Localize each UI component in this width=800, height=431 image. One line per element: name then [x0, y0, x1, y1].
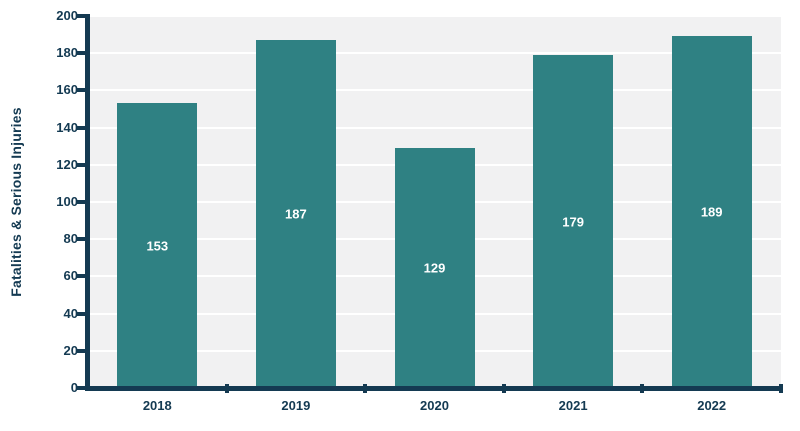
y-tick-mark: [77, 311, 90, 316]
x-tick-label: 2022: [697, 398, 727, 413]
y-tick-label: 160: [56, 82, 78, 98]
x-tick-label: 2021: [558, 398, 588, 413]
y-tick-mark: [77, 274, 90, 279]
y-tick-label: 120: [56, 156, 78, 172]
y-tick-label: 60: [63, 268, 78, 284]
bar-value-label: 187: [285, 206, 307, 222]
bar-value-label: 129: [423, 260, 446, 276]
gridline: [88, 15, 781, 17]
y-axis-title: Fatalities & Serious Injuries: [8, 107, 24, 297]
y-tick-mark: [77, 51, 90, 56]
x-tick-label: 2019: [281, 398, 311, 413]
y-tick-mark: [77, 125, 90, 130]
x-tick-mark: [779, 384, 783, 393]
y-tick-mark: [77, 200, 90, 204]
x-tick-mark: [224, 384, 229, 393]
x-tick-mark: [363, 384, 368, 393]
x-tick-label: 2020: [420, 398, 449, 413]
x-axis-line: [85, 386, 781, 391]
bar-value-label: 179: [562, 214, 584, 230]
gridline: [88, 52, 781, 55]
bar: 129: [394, 148, 475, 388]
gridline: [88, 89, 781, 92]
y-tick-mark: [77, 162, 90, 167]
bar-value-label: 153: [146, 238, 169, 254]
y-tick-label: 200: [56, 8, 78, 23]
x-tick-mark: [501, 384, 506, 393]
y-tick-label: 140: [56, 119, 78, 135]
plot-area: 153 187 129 179 189: [88, 15, 781, 388]
bar-value-label: 189: [700, 204, 723, 220]
y-tick-label: 180: [56, 45, 78, 61]
y-tick-label: 100: [56, 194, 78, 209]
y-tick-label: 40: [63, 305, 78, 321]
y-tick-mark: [77, 348, 90, 353]
bar: 153: [117, 103, 198, 388]
x-tick-label: 2018: [142, 398, 172, 413]
y-tick-label: 20: [63, 342, 78, 358]
y-tick-mark: [77, 386, 90, 390]
y-tick-mark: [77, 14, 90, 18]
y-tick-mark: [77, 237, 90, 242]
bar: 189: [671, 36, 752, 388]
bar: 179: [533, 55, 614, 388]
y-tick-label: 0: [70, 380, 78, 395]
y-tick-mark: [77, 88, 90, 93]
gridline: [88, 126, 781, 129]
y-tick-label: 80: [63, 231, 78, 247]
bar: 187: [255, 40, 336, 388]
x-tick-mark: [640, 384, 645, 393]
